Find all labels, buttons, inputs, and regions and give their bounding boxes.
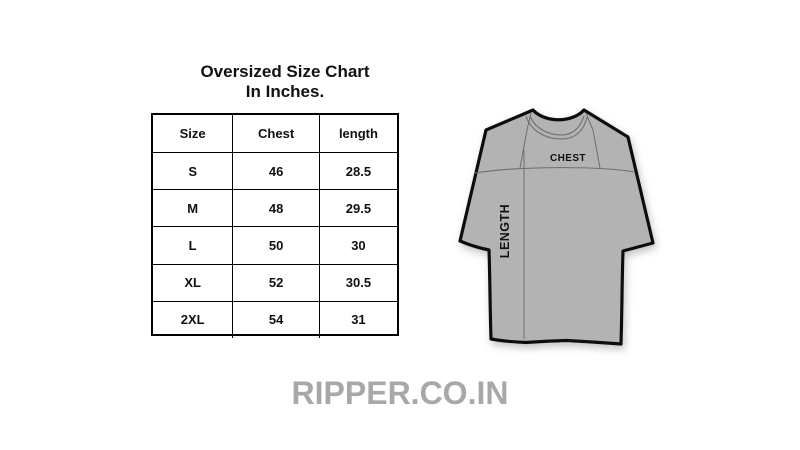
svg-text:LENGTH: LENGTH (498, 204, 512, 258)
svg-text:CHEST: CHEST (550, 153, 586, 164)
